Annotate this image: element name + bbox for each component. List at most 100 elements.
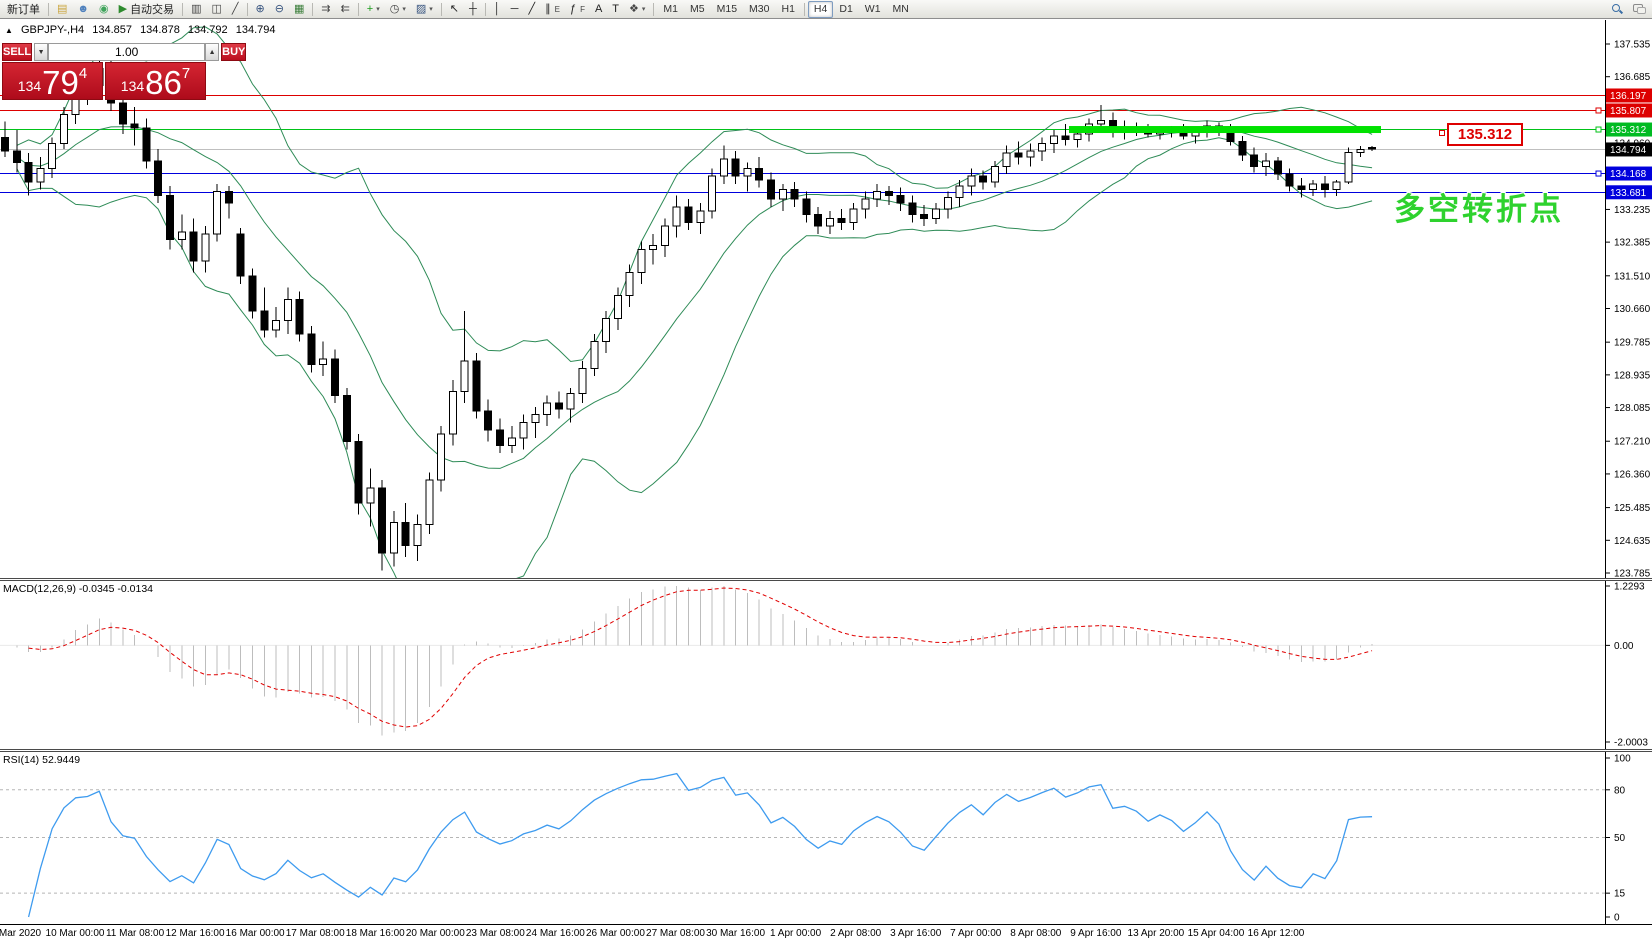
zoom-out-button[interactable]: ⊖ [270,1,289,18]
candle [920,214,929,219]
timeframe-m5[interactable]: M5 [690,3,705,15]
highlight-level-bar [1069,126,1381,134]
candle [908,202,917,216]
text-label-button[interactable]: T [607,1,624,18]
templates-button[interactable]: ▨ ▾ [411,1,438,18]
price-badge-label: 135.807 [1610,106,1647,117]
candle [1097,119,1106,125]
candle [236,233,245,277]
candle [201,233,210,262]
toolbar-separator [357,2,359,16]
volume-decrease-button[interactable]: ▼ [34,43,49,61]
time-axis[interactable]: Mar 2020 10 Mar 00:00 11 Mar 08:00 12 Mar 1… [0,925,1652,945]
candle [319,358,328,366]
quote-panel-collapse-icon[interactable]: ▲ [5,26,13,35]
candle [708,175,717,212]
candle [578,368,587,395]
timeframe-d1[interactable]: D1 [839,3,853,15]
toolbar-separator [182,2,184,16]
community-icon-glyph: ☻ [77,2,89,15]
candle [1049,135,1058,144]
candlestick-chart-button[interactable]: ◫ [206,1,226,18]
price-axis-tick-label: 128.085 [1614,403,1651,414]
candle [672,206,681,227]
time-axis-label: 16 Apr 12:00 [1247,928,1305,939]
panel-splitter[interactable] [0,578,1652,581]
timeframe-m30[interactable]: M30 [749,3,770,15]
trendline-button[interactable]: ╱ [523,1,540,18]
line-chart-button[interactable]: ╱ [227,1,244,18]
price-badge [1606,88,1652,103]
level-price-label[interactable]: 135.312 [1447,123,1523,146]
price-chart-panel[interactable]: 137.535136.685135.835134.960134.110133.2… [0,20,1652,578]
periods-button[interactable]: ◷ ▾ [385,1,411,18]
timeframe-m15[interactable]: M15 [716,3,738,15]
arrows-button[interactable]: ❖ ▾ [624,1,650,18]
rsi-indicator-panel[interactable]: 100 80 50 15 0 [0,752,1652,925]
equidistant-channel-button[interactable]: ∥ E [545,2,560,15]
candle [507,437,516,446]
candle [154,160,163,196]
candle [295,298,304,335]
time-axis-label: 23 Mar 08:00 [465,928,525,939]
timeframe-mn[interactable]: MN [892,3,909,15]
bid-price-display[interactable]: 134 79 4 [2,62,103,100]
signals-icon[interactable]: ◉ [94,1,114,18]
ask-price-display[interactable]: 134 86 7 [105,62,206,100]
new-order-button[interactable]: 新订单 [7,4,40,16]
signals-icon-glyph: ◉ [98,2,109,15]
price-badge-label: 135.312 [1610,125,1647,136]
timeframe-h1[interactable]: H1 [781,3,795,15]
cursor-button[interactable]: ↖ [445,1,464,18]
search-icon[interactable] [1607,1,1628,18]
timeframe-m1[interactable]: M1 [663,3,679,15]
panel-splitter[interactable] [0,749,1652,752]
depth-of-market-icon[interactable]: ▤ [52,1,72,18]
macd-indicator-panel[interactable]: 1.2293 0.00 -2.0003 [0,581,1652,749]
candle [637,248,646,273]
time-axis-label: 1 Apr 00:00 [770,928,822,939]
volume-increase-button[interactable]: ▲ [205,43,220,61]
text-button[interactable]: A [590,1,607,18]
candle [118,102,127,125]
auto-scroll-button[interactable]: ⇇ [336,1,355,18]
dropdown-caret-icon: ▾ [376,6,380,13]
zoom-in-button[interactable]: ⊕ [251,1,270,18]
vertical-line-button[interactable]: │ [489,1,506,18]
timeframe-h4[interactable]: H4 [807,0,834,18]
buy-button[interactable]: BUY [221,43,247,61]
horizontal-line-button[interactable]: ─ [506,1,524,18]
rsi-indicator-label: RSI(14) 52.9449 [3,754,81,766]
tile-windows-button[interactable]: ▦ [289,1,309,18]
timeframe-w1[interactable]: W1 [864,3,881,15]
candle [272,319,281,331]
candle [1368,147,1377,150]
toolbar-separator [653,2,655,16]
autotrading-glyph: ▶ [118,2,128,15]
add-indicator-button[interactable]: + ▾ [362,1,385,18]
volume-input[interactable] [48,43,206,61]
shift-chart-button[interactable]: ⇉ [316,1,335,18]
zoom-in-glyph: ⊕ [255,2,265,15]
zoom-out-glyph: ⊖ [274,2,284,15]
price-axis-tick-label: 125.485 [1614,503,1651,514]
candle [425,479,434,525]
time-axis-label: 20 Mar 00:00 [405,928,465,939]
price-axis-tick-label: 127.210 [1614,437,1651,448]
time-axis-label: 3 Apr 16:00 [890,928,942,939]
candlestick-chart-glyph: ◫ [211,2,222,15]
candle [1356,149,1365,153]
level-line-handle[interactable] [1439,130,1445,136]
crosshair-button[interactable]: ┼ [464,1,482,18]
candle [967,175,976,187]
autotrading-button[interactable]: ▶ 自动交易 [118,2,175,16]
community-icon[interactable]: ☻ [72,1,94,18]
price-axis-tick-label: 137.535 [1614,40,1651,51]
bar-chart-button[interactable]: ▥ [186,1,206,18]
candle [613,294,622,320]
chat-icon[interactable] [1628,1,1650,18]
candle [12,150,21,164]
sell-button[interactable]: SELL [2,43,33,61]
